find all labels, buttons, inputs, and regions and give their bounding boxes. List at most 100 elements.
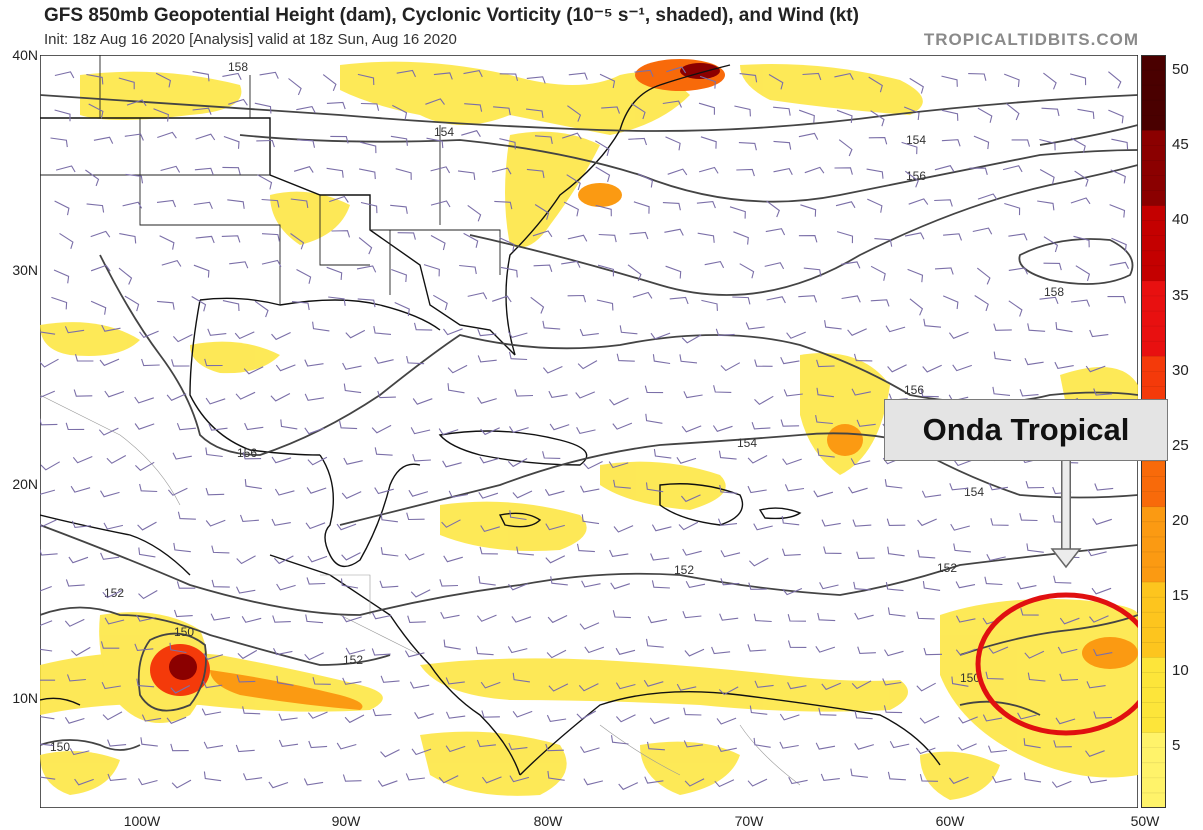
wind-barb	[922, 581, 941, 591]
wind-barb	[68, 556, 89, 564]
wind-barb	[161, 259, 182, 267]
wind-barb	[992, 386, 1011, 396]
wind-barb	[1023, 772, 1042, 783]
wind-barb	[1026, 543, 1044, 553]
wind-barb	[516, 546, 534, 556]
wind-barb	[713, 385, 732, 393]
wind-barb	[887, 771, 906, 781]
wind-barb	[595, 140, 610, 156]
wind-barb	[210, 613, 230, 621]
wind-barb	[780, 419, 800, 427]
wind-barb	[443, 328, 463, 336]
colorbar-band	[1141, 506, 1166, 584]
wind-barb	[1019, 513, 1038, 522]
wind-barb	[952, 364, 972, 372]
wind-barb	[1020, 608, 1039, 616]
wind-barb	[236, 675, 256, 683]
contour-label: 152	[343, 653, 363, 667]
wind-barb	[478, 491, 499, 499]
wind-barb	[291, 301, 310, 311]
wind-barb	[1092, 518, 1112, 525]
wind-barb	[507, 331, 528, 339]
wind-barb	[297, 139, 316, 148]
wind-barb	[866, 168, 884, 179]
wind-barb	[371, 648, 391, 656]
wind-barb	[1073, 235, 1090, 248]
wind-barb	[545, 743, 564, 752]
wind-barb	[272, 615, 291, 623]
lon-label-80w: 80W	[533, 813, 563, 829]
wind-barb	[1008, 267, 1028, 275]
wind-barb	[647, 616, 668, 624]
wind-barb	[254, 300, 269, 318]
brand-watermark: TROPICALTIDBITS.COM	[923, 30, 1139, 49]
wind-barb	[276, 583, 296, 591]
wind-barb	[288, 78, 302, 96]
wind-barb	[618, 782, 639, 791]
wind-barb	[612, 610, 631, 619]
wind-barb	[909, 77, 924, 94]
wind-barb	[1024, 357, 1044, 366]
wind-barb	[193, 264, 210, 278]
wind-barb	[134, 396, 154, 404]
wind-barb	[650, 332, 671, 340]
wind-barb	[1109, 261, 1129, 269]
wind-barb	[241, 616, 262, 623]
wind-barb	[548, 390, 568, 399]
wind-barb	[88, 103, 104, 119]
wind-barb	[986, 553, 1006, 562]
wind-barb	[1077, 108, 1095, 120]
wind-barb	[653, 449, 672, 459]
contour-label: 156	[237, 446, 257, 460]
wind-barb	[139, 483, 158, 493]
wind-barb	[974, 295, 989, 312]
wind-barb	[990, 518, 1009, 526]
wind-barb	[782, 587, 803, 596]
wind-barb	[764, 262, 785, 270]
contour-label: 152	[937, 561, 957, 575]
wind-barb	[1017, 712, 1037, 720]
wind-barb	[644, 385, 664, 394]
wind-barb	[633, 201, 650, 214]
wind-barb	[596, 299, 614, 311]
wind-barb	[823, 546, 842, 554]
wind-barb	[1039, 296, 1059, 305]
wind-barb	[1002, 165, 1023, 173]
lat-label-20n: 20N	[12, 476, 38, 492]
wind-barb	[459, 264, 477, 275]
wind-barb	[546, 714, 567, 723]
wind-barb	[331, 230, 351, 238]
wind-barb	[747, 455, 768, 464]
wind-barb	[268, 781, 289, 789]
wind-barb	[477, 328, 497, 337]
wind-barb	[167, 487, 188, 496]
wind-barb	[270, 393, 291, 402]
wind-barb	[1019, 389, 1039, 397]
wind-barb	[227, 199, 245, 209]
wind-barb	[887, 364, 907, 373]
wind-barb	[798, 235, 818, 243]
wind-barb	[1055, 717, 1076, 725]
wind-barb	[676, 683, 697, 691]
wind-barb	[40, 716, 55, 720]
wind-barb	[852, 519, 872, 527]
wind-barb	[461, 130, 481, 137]
wind-barb	[922, 364, 942, 373]
wind-barb	[65, 422, 85, 431]
wind-barb	[480, 681, 501, 689]
wind-barb	[394, 301, 410, 317]
wind-barb	[374, 356, 394, 364]
wind-barb	[669, 296, 689, 305]
wind-barb	[239, 514, 259, 522]
wind-barb	[526, 108, 544, 118]
wind-barb	[798, 295, 818, 303]
wind-barb	[1051, 780, 1072, 788]
wind-barb	[598, 233, 617, 243]
wind-barb	[923, 318, 942, 328]
wind-barb	[166, 716, 187, 724]
tropical-wave-annotation	[975, 461, 1138, 736]
wind-barb	[1087, 776, 1107, 784]
wind-barb	[447, 383, 465, 394]
wind-barb	[336, 742, 357, 750]
wind-barb	[509, 775, 530, 783]
